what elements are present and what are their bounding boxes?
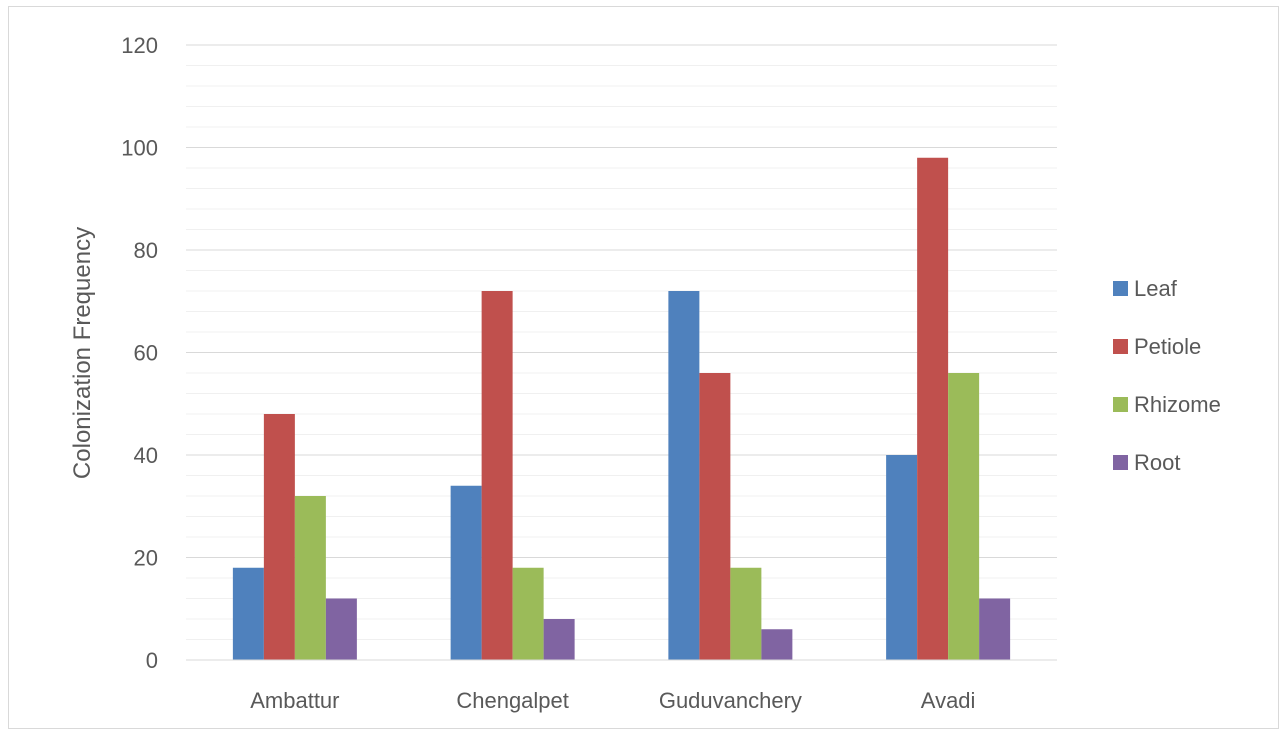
legend-label-root: Root bbox=[1134, 450, 1180, 475]
bar-leaf-avadi bbox=[886, 455, 918, 660]
legend-swatch-root bbox=[1113, 455, 1128, 470]
x-tick-label: Chengalpet bbox=[456, 688, 569, 713]
bar-rhizome-guduvanchery bbox=[730, 567, 762, 660]
bar-leaf-ambattur bbox=[232, 567, 264, 660]
bar-root-chengalpet bbox=[543, 619, 575, 660]
y-tick-label: 80 bbox=[134, 238, 158, 263]
x-tick-label: Guduvanchery bbox=[659, 688, 802, 713]
bar-leaf-guduvanchery bbox=[668, 291, 700, 660]
y-tick-label: 60 bbox=[134, 341, 158, 366]
bar-petiole-guduvanchery bbox=[699, 373, 731, 660]
legend-label-leaf: Leaf bbox=[1134, 276, 1178, 301]
y-tick-label: 120 bbox=[121, 33, 158, 58]
legend-swatch-leaf bbox=[1113, 281, 1128, 296]
bars bbox=[232, 157, 1011, 660]
legend-label-rhizome: Rhizome bbox=[1134, 392, 1221, 417]
bar-rhizome-chengalpet bbox=[512, 567, 544, 660]
bar-root-guduvanchery bbox=[761, 629, 793, 660]
y-tick-label: 100 bbox=[121, 136, 158, 161]
axes: 0 20 40 60 80 100 120 Ambattur Chengalpet Guduvan… bbox=[121, 33, 1057, 713]
bar-petiole-ambattur bbox=[263, 414, 295, 660]
bar-root-avadi bbox=[979, 598, 1011, 660]
bar-rhizome-avadi bbox=[948, 373, 980, 660]
x-tick-label: Ambattur bbox=[250, 688, 339, 713]
bar-petiole-avadi bbox=[917, 157, 949, 660]
bar-leaf-chengalpet bbox=[450, 485, 482, 660]
legend-label-petiole: Petiole bbox=[1134, 334, 1201, 359]
legend: Leaf Petiole Rhizome Root bbox=[1113, 276, 1221, 475]
y-tick-label: 40 bbox=[134, 443, 158, 468]
x-tick-label: Avadi bbox=[921, 688, 976, 713]
legend-swatch-petiole bbox=[1113, 339, 1128, 354]
bar-rhizome-ambattur bbox=[294, 496, 326, 660]
bar-petiole-chengalpet bbox=[481, 291, 513, 660]
legend-swatch-rhizome bbox=[1113, 397, 1128, 412]
bar-root-ambattur bbox=[325, 598, 357, 660]
y-axis-title: Colonization Frequency bbox=[69, 227, 96, 479]
y-tick-label: 20 bbox=[134, 546, 158, 571]
y-tick-label: 0 bbox=[146, 648, 158, 673]
